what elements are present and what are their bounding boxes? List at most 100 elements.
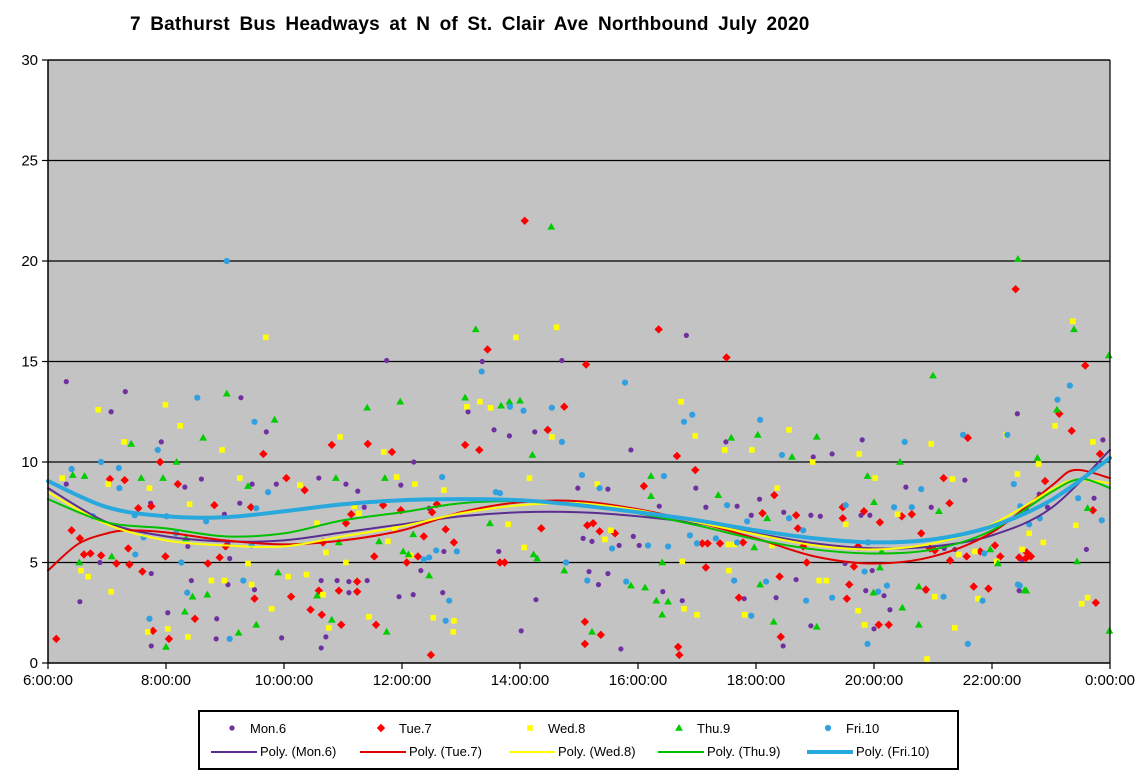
data-point bbox=[497, 401, 506, 409]
data-point bbox=[461, 393, 470, 401]
data-point bbox=[871, 626, 877, 632]
data-point bbox=[898, 603, 907, 611]
data-point bbox=[382, 627, 391, 635]
data-point bbox=[341, 519, 351, 528]
data-point bbox=[366, 613, 372, 620]
data-point bbox=[969, 582, 978, 591]
data-point bbox=[398, 482, 404, 488]
data-point bbox=[647, 492, 655, 499]
data-point bbox=[981, 550, 988, 557]
data-point bbox=[370, 552, 379, 561]
data-point bbox=[361, 504, 367, 510]
data-point bbox=[842, 594, 852, 603]
data-point bbox=[856, 451, 863, 457]
data-point bbox=[332, 474, 340, 481]
x-tick-label: 0:00:00 bbox=[1085, 672, 1135, 689]
data-point bbox=[548, 404, 555, 411]
data-point bbox=[748, 612, 755, 619]
data-point bbox=[121, 439, 127, 445]
data-point bbox=[875, 518, 885, 527]
data-point bbox=[952, 625, 958, 631]
data-point bbox=[441, 548, 447, 555]
data-point bbox=[1084, 594, 1091, 601]
data-point bbox=[63, 481, 69, 487]
data-point bbox=[223, 257, 230, 265]
data-point bbox=[756, 496, 763, 502]
wed8-square-marker-icon bbox=[522, 721, 546, 735]
data-point bbox=[1066, 382, 1073, 389]
data-point bbox=[161, 552, 170, 561]
data-point bbox=[731, 577, 738, 584]
data-point bbox=[380, 449, 387, 455]
data-point bbox=[363, 403, 372, 411]
data-point bbox=[105, 474, 115, 484]
data-point bbox=[692, 433, 699, 439]
data-point bbox=[107, 552, 116, 560]
data-point bbox=[505, 397, 514, 405]
data-point bbox=[98, 458, 105, 466]
data-point bbox=[979, 597, 986, 604]
legend-label: Wed.8 bbox=[548, 720, 586, 736]
data-point bbox=[894, 511, 901, 518]
data-point bbox=[404, 550, 413, 558]
data-point bbox=[580, 535, 586, 541]
data-point bbox=[559, 357, 565, 364]
data-point bbox=[77, 599, 83, 605]
data-point bbox=[399, 547, 408, 555]
data-point bbox=[226, 635, 233, 642]
data-point bbox=[352, 587, 362, 596]
y-tick-label: 5 bbox=[30, 555, 38, 572]
data-point bbox=[738, 538, 748, 547]
data-point bbox=[630, 533, 636, 539]
data-point bbox=[793, 524, 803, 533]
data-point bbox=[660, 472, 668, 480]
data-point bbox=[939, 473, 948, 483]
data-point bbox=[1088, 506, 1098, 515]
data-point bbox=[245, 560, 251, 567]
data-point bbox=[96, 551, 106, 560]
data-point bbox=[769, 542, 775, 549]
data-point bbox=[876, 563, 884, 571]
data-point bbox=[412, 481, 418, 487]
data-point bbox=[816, 577, 822, 584]
data-point bbox=[803, 597, 810, 604]
data-point bbox=[222, 389, 231, 397]
data-point bbox=[351, 503, 358, 510]
data-point bbox=[138, 567, 147, 576]
data-point bbox=[608, 545, 616, 552]
data-point bbox=[188, 577, 194, 584]
poly-tue7-line-icon bbox=[359, 749, 407, 755]
data-point bbox=[914, 620, 923, 628]
data-point bbox=[146, 485, 153, 491]
data-point bbox=[1054, 396, 1061, 403]
data-point bbox=[185, 543, 191, 550]
data-point bbox=[586, 568, 592, 575]
data-point bbox=[194, 394, 201, 401]
data-point bbox=[656, 503, 662, 509]
data-point bbox=[409, 530, 418, 538]
data-point bbox=[86, 549, 95, 558]
data-point bbox=[529, 550, 538, 558]
data-point bbox=[323, 549, 329, 556]
data-point bbox=[1072, 522, 1079, 529]
data-point bbox=[385, 538, 391, 545]
data-point bbox=[675, 724, 683, 731]
data-point bbox=[215, 553, 224, 562]
data-point bbox=[155, 457, 165, 467]
data-point bbox=[679, 598, 685, 604]
data-point bbox=[786, 427, 792, 433]
data-point bbox=[715, 539, 725, 548]
data-point bbox=[580, 639, 590, 649]
data-point bbox=[897, 512, 906, 521]
data-point bbox=[475, 445, 484, 455]
data-point bbox=[316, 475, 322, 481]
data-point bbox=[446, 597, 453, 604]
data-point bbox=[318, 577, 324, 584]
series-wed8-points bbox=[59, 318, 1096, 662]
data-point bbox=[575, 485, 581, 491]
data-point bbox=[402, 558, 411, 567]
data-point bbox=[812, 622, 821, 630]
data-point bbox=[723, 439, 729, 445]
data-point bbox=[741, 596, 747, 602]
